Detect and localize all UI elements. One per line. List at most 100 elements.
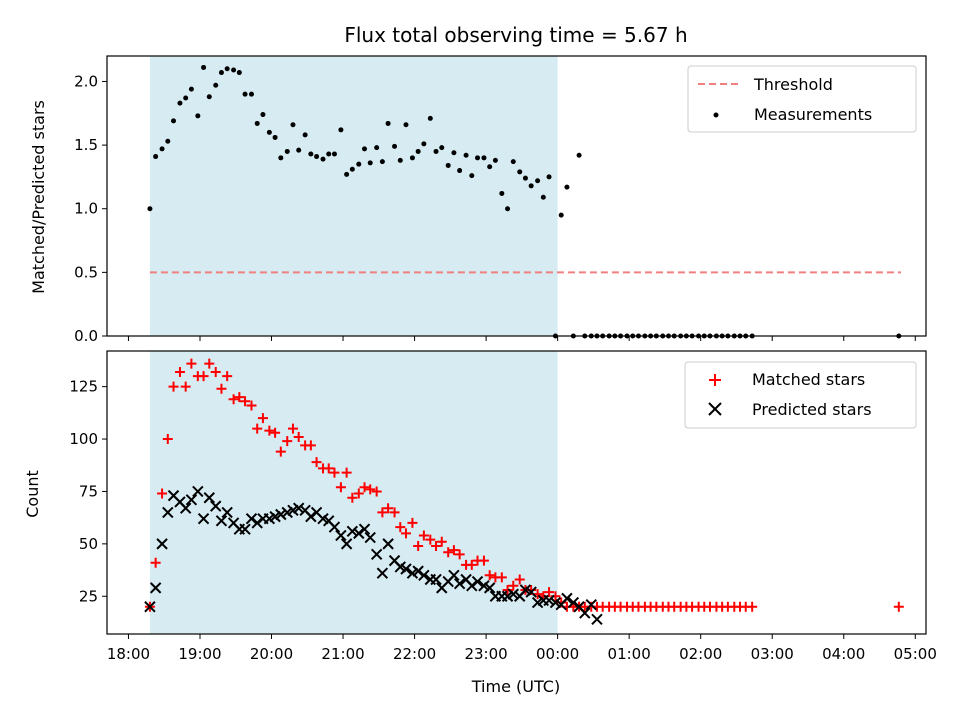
predicted-point bbox=[418, 569, 430, 582]
measurement-point bbox=[242, 91, 248, 97]
matched-point bbox=[275, 446, 286, 457]
matched-point bbox=[168, 381, 179, 392]
predicted-point bbox=[162, 506, 174, 519]
observing-span bbox=[149, 56, 558, 336]
measurement-point bbox=[403, 122, 409, 128]
matched-point bbox=[448, 545, 459, 556]
measurement-point bbox=[535, 178, 541, 184]
predicted-point bbox=[251, 517, 263, 529]
matched-point bbox=[347, 492, 358, 503]
predicted-point bbox=[185, 494, 198, 506]
predicted-point bbox=[382, 538, 394, 550]
measurement-point bbox=[266, 129, 272, 135]
matched-point bbox=[747, 601, 758, 612]
measurement-point bbox=[635, 333, 641, 339]
predicted-point bbox=[561, 592, 573, 605]
measurement-point bbox=[492, 157, 498, 163]
predicted-point bbox=[353, 527, 365, 540]
measurement-point bbox=[606, 333, 612, 339]
measurement-point bbox=[153, 154, 159, 160]
x-tick-label: 19:00 bbox=[178, 645, 221, 663]
matched-point bbox=[431, 540, 442, 551]
predicted-point bbox=[358, 523, 371, 535]
measurement-point bbox=[570, 333, 576, 339]
measurement-point bbox=[356, 161, 362, 167]
matched-point bbox=[329, 467, 340, 478]
matched-point bbox=[395, 522, 406, 533]
measurement-point bbox=[564, 184, 570, 190]
measurement-point bbox=[183, 95, 189, 101]
predicted-point bbox=[144, 601, 156, 613]
measurement-point bbox=[558, 212, 564, 218]
measurement-point bbox=[349, 166, 355, 172]
matched-point bbox=[180, 381, 191, 392]
measurement-point bbox=[296, 147, 302, 153]
predicted-point bbox=[305, 510, 317, 523]
measurement-point bbox=[213, 82, 219, 88]
predicted-point bbox=[525, 586, 537, 598]
matched-point bbox=[204, 358, 215, 369]
measurement-point bbox=[284, 148, 290, 154]
y-tick-label: 125 bbox=[69, 378, 98, 396]
measurement-point bbox=[487, 164, 493, 170]
predicted-point bbox=[507, 588, 519, 600]
matched-point bbox=[443, 547, 454, 558]
matched-point bbox=[335, 482, 346, 493]
matched-point bbox=[198, 371, 209, 382]
x-tick-label: 22:00 bbox=[393, 645, 436, 663]
predicted-point bbox=[453, 577, 466, 590]
predicted-point bbox=[179, 502, 192, 514]
measurement-point bbox=[206, 94, 212, 100]
predicted-point bbox=[585, 598, 597, 611]
legend-predicted-label: Predicted stars bbox=[752, 400, 872, 419]
predicted-point bbox=[346, 525, 359, 537]
predicted-point bbox=[340, 538, 353, 550]
predicted-point bbox=[370, 548, 383, 561]
measurement-point bbox=[696, 333, 702, 339]
bottom-panel: 25 50 75 100 125 18:00 19:00 20:00 21:00 22:00 23:… bbox=[69, 350, 937, 663]
top-legend: Threshold Measurements bbox=[687, 65, 917, 133]
measurement-point bbox=[648, 333, 654, 339]
predicted-point bbox=[591, 613, 603, 626]
measurement-point bbox=[433, 148, 439, 154]
matched-point bbox=[234, 392, 245, 403]
measurement-point bbox=[731, 333, 737, 339]
x-tick-label: 05:00 bbox=[894, 645, 937, 663]
measurement-point bbox=[236, 70, 242, 76]
matched-point bbox=[413, 540, 424, 551]
predicted-point bbox=[149, 582, 162, 594]
predicted-point bbox=[483, 582, 496, 594]
measurement-point bbox=[594, 333, 600, 339]
y-tick-label: 50 bbox=[79, 535, 98, 553]
measurement-point bbox=[588, 333, 594, 339]
predicted-point bbox=[215, 515, 228, 527]
matched-point bbox=[270, 427, 281, 438]
y-tick-label: 2.0 bbox=[74, 72, 98, 90]
bottom-y-axis-label: Count bbox=[23, 470, 42, 518]
measurement-point bbox=[522, 175, 528, 181]
y-tick-label: 25 bbox=[79, 587, 98, 605]
predicted-point bbox=[412, 565, 424, 577]
predicted-point bbox=[245, 512, 258, 525]
legend-matched-label: Matched stars bbox=[752, 370, 865, 389]
measurement-point bbox=[320, 156, 326, 162]
measurement-point bbox=[896, 333, 902, 339]
observing-span bbox=[149, 351, 558, 634]
predicted-point bbox=[192, 485, 204, 498]
measurement-point bbox=[707, 333, 713, 339]
measurement-point bbox=[469, 173, 475, 179]
measurement-point bbox=[457, 168, 463, 174]
matched-point bbox=[359, 482, 370, 493]
measurement-point bbox=[671, 333, 677, 339]
measurement-point bbox=[331, 151, 337, 157]
measurement-point bbox=[528, 183, 534, 189]
predicted-point bbox=[197, 512, 210, 525]
measurement-point bbox=[475, 155, 481, 161]
matched-point bbox=[454, 549, 465, 560]
measurement-point bbox=[338, 127, 344, 133]
measurement-point bbox=[159, 146, 165, 152]
measurement-point bbox=[713, 333, 719, 339]
predicted-point bbox=[364, 531, 376, 544]
measurement-point bbox=[683, 333, 689, 339]
